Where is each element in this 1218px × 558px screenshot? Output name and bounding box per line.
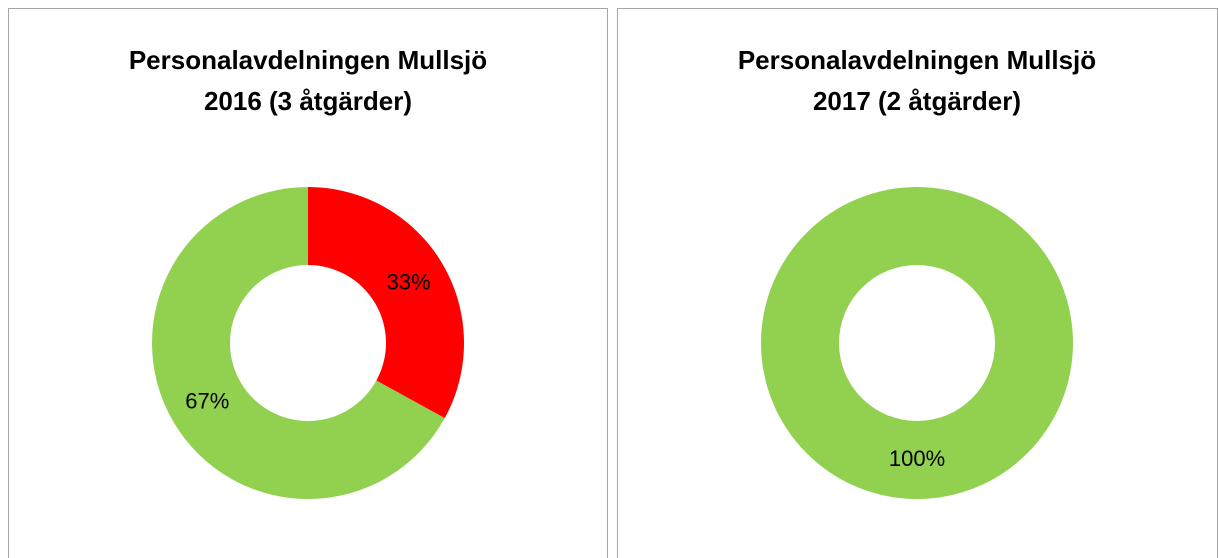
chart-title: 2016 (3 åtgärder) — [204, 86, 412, 116]
donut-slice — [761, 187, 1073, 499]
data-label: 33% — [387, 269, 431, 294]
chart-title: Personalavdelningen Mullsjö — [738, 45, 1096, 75]
donut-slice — [308, 187, 464, 419]
panel-border — [8, 8, 608, 558]
data-label: 100% — [889, 446, 945, 471]
donut-slice — [152, 187, 445, 499]
chart-title: 2017 (2 åtgärder) — [813, 86, 1021, 116]
data-label: 67% — [185, 388, 229, 413]
chart-title: Personalavdelningen Mullsjö — [129, 45, 487, 75]
